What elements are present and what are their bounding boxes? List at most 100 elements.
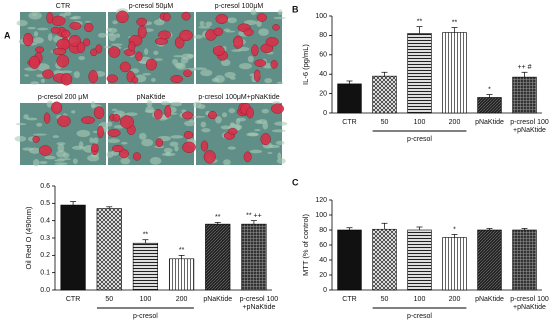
cell [268, 144, 280, 149]
bar [407, 229, 432, 291]
lipid [203, 150, 216, 164]
lipid [200, 140, 209, 152]
cell [247, 132, 259, 136]
lipid [212, 45, 225, 56]
lipid [80, 116, 95, 124]
cell [97, 32, 107, 38]
cell [23, 114, 29, 120]
micrograph [192, 101, 288, 166]
bar [372, 75, 397, 114]
cell [174, 145, 179, 152]
cell [106, 121, 113, 127]
cell [192, 67, 207, 71]
lipid [260, 133, 271, 146]
lipid [213, 27, 224, 36]
lipid [95, 44, 103, 54]
cell [144, 48, 149, 55]
cell [103, 46, 113, 49]
significance-label: ** [215, 214, 221, 221]
x-tick-label: 200 [449, 296, 461, 303]
lipid [107, 129, 121, 137]
cell [52, 135, 60, 139]
bar [512, 76, 537, 114]
y-tick-label: 40 [319, 257, 327, 264]
lipid [272, 24, 280, 31]
x-tick-label: CTR [342, 119, 356, 126]
cell [184, 120, 196, 127]
cell [71, 110, 76, 114]
cell [32, 13, 37, 16]
cell [121, 141, 128, 145]
cell [27, 26, 36, 30]
lipid [181, 11, 191, 21]
lipid [254, 59, 267, 67]
lipid [108, 46, 121, 58]
cell [197, 104, 206, 110]
lipid [243, 151, 252, 163]
lipid [271, 103, 285, 114]
lipid [84, 22, 94, 33]
cell [30, 81, 39, 85]
cell [193, 34, 204, 39]
cell [275, 140, 285, 145]
cell [16, 20, 28, 27]
micrograph [192, 9, 286, 84]
cell [153, 50, 159, 56]
lipid [42, 69, 54, 79]
lipid [119, 115, 134, 129]
lipid [170, 75, 183, 83]
lipid [76, 42, 86, 53]
cell [227, 17, 237, 24]
cell [267, 151, 273, 155]
cell [170, 135, 184, 139]
cell [141, 138, 154, 147]
cell [250, 9, 257, 16]
panel-label: B [292, 4, 299, 14]
cell [254, 129, 261, 132]
cell [165, 151, 171, 156]
lipid [90, 48, 98, 57]
lipid [132, 152, 141, 161]
cell [271, 129, 286, 133]
y-tick-label: 100 [315, 212, 327, 219]
y-tick-label: 60 [319, 242, 327, 249]
cell [214, 75, 225, 83]
cell [146, 100, 153, 108]
cell [149, 156, 162, 165]
cell [36, 63, 50, 72]
cell [256, 20, 262, 27]
lipid [38, 145, 52, 156]
lipid [183, 69, 192, 78]
lipid [137, 25, 147, 39]
cell [104, 33, 115, 36]
lipid [57, 115, 71, 127]
lipid [68, 35, 82, 48]
cell [153, 19, 165, 26]
cell [228, 108, 236, 114]
lipid [232, 35, 244, 49]
cell [56, 142, 66, 146]
cell [85, 20, 91, 23]
lipid [253, 69, 261, 82]
lipid [56, 54, 70, 68]
lipid [32, 135, 40, 143]
cell [238, 62, 253, 70]
lipid [28, 55, 41, 69]
significance-label: * [453, 226, 456, 233]
cell [200, 69, 213, 77]
cell [215, 116, 222, 124]
cell [201, 128, 211, 133]
cell [223, 159, 231, 166]
cell [160, 101, 170, 106]
micrograph [14, 100, 113, 167]
bar [442, 32, 467, 114]
x-tick-label: CTR [66, 296, 80, 303]
cell [249, 149, 263, 154]
lipid [61, 29, 71, 38]
x-tick-label: p-cresol 100 +pNaKtide [240, 296, 279, 311]
x-tick-label: 100 [414, 296, 426, 303]
y-tick-label: 120 [315, 197, 327, 204]
cell [112, 20, 118, 25]
cell [220, 125, 231, 130]
lipid [164, 105, 172, 118]
